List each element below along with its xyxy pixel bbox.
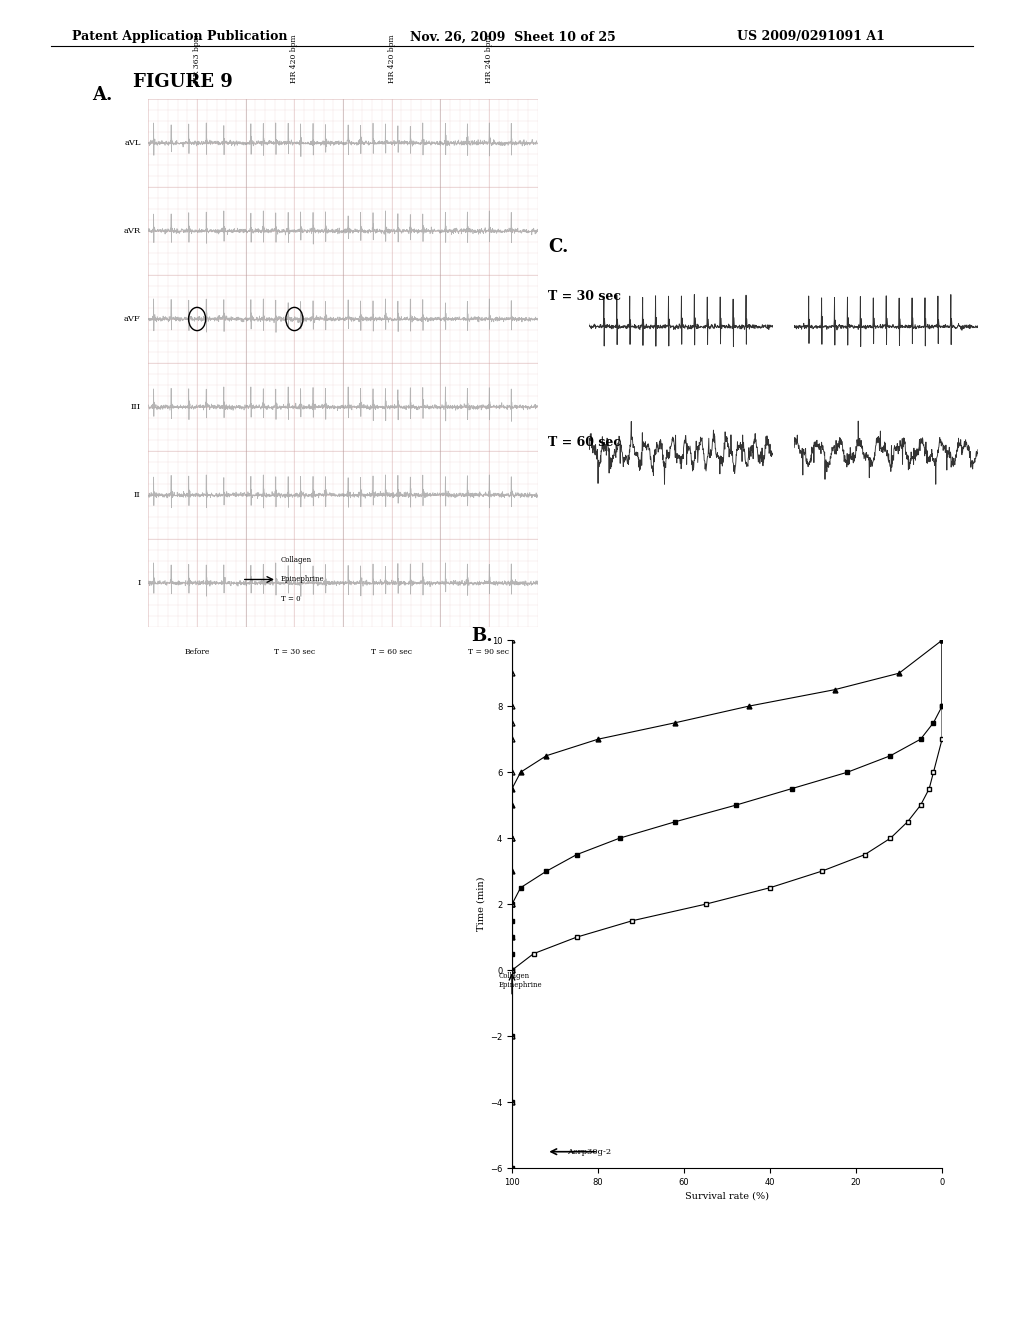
Text: III: III xyxy=(131,403,140,411)
Text: aVL: aVL xyxy=(124,139,140,147)
Text: aVR: aVR xyxy=(124,227,140,235)
Text: B.: B. xyxy=(471,627,493,645)
Text: T = 30 sec: T = 30 sec xyxy=(273,648,315,656)
Text: aVF: aVF xyxy=(124,315,140,323)
Text: Nov. 26, 2009  Sheet 10 of 25: Nov. 26, 2009 Sheet 10 of 25 xyxy=(410,30,615,44)
Text: Collagen
Epinephrine: Collagen Epinephrine xyxy=(499,972,543,989)
Text: I: I xyxy=(137,579,140,587)
Text: A.: A. xyxy=(92,86,113,104)
Text: US 2009/0291091 A1: US 2009/0291091 A1 xyxy=(737,30,885,44)
Text: T = 0: T = 0 xyxy=(281,595,300,603)
Text: FIGURE 9: FIGURE 9 xyxy=(133,73,232,91)
Text: HR 240 bpm: HR 240 bpm xyxy=(485,34,493,83)
Text: Epinephrine: Epinephrine xyxy=(281,576,325,583)
Text: Collagen: Collagen xyxy=(281,556,312,564)
Text: C.: C. xyxy=(548,238,568,256)
X-axis label: Survival rate (%): Survival rate (%) xyxy=(685,1191,769,1200)
Text: T = 60 sec: T = 60 sec xyxy=(548,436,621,449)
Text: T = 60 sec: T = 60 sec xyxy=(371,648,413,656)
Text: Acrp30g-2: Acrp30g-2 xyxy=(567,1147,611,1156)
Text: II: II xyxy=(134,491,140,499)
Text: HR 420 bpm: HR 420 bpm xyxy=(388,34,395,83)
Text: Before: Before xyxy=(184,648,210,656)
Text: T = 30 sec: T = 30 sec xyxy=(548,290,621,304)
Text: HR 363 bpm: HR 363 bpm xyxy=(194,34,201,83)
Text: HR 420 bpm: HR 420 bpm xyxy=(291,34,298,83)
Text: Patent Application Publication: Patent Application Publication xyxy=(72,30,287,44)
Text: T = 90 sec: T = 90 sec xyxy=(468,648,510,656)
Y-axis label: Time (min): Time (min) xyxy=(477,876,485,932)
